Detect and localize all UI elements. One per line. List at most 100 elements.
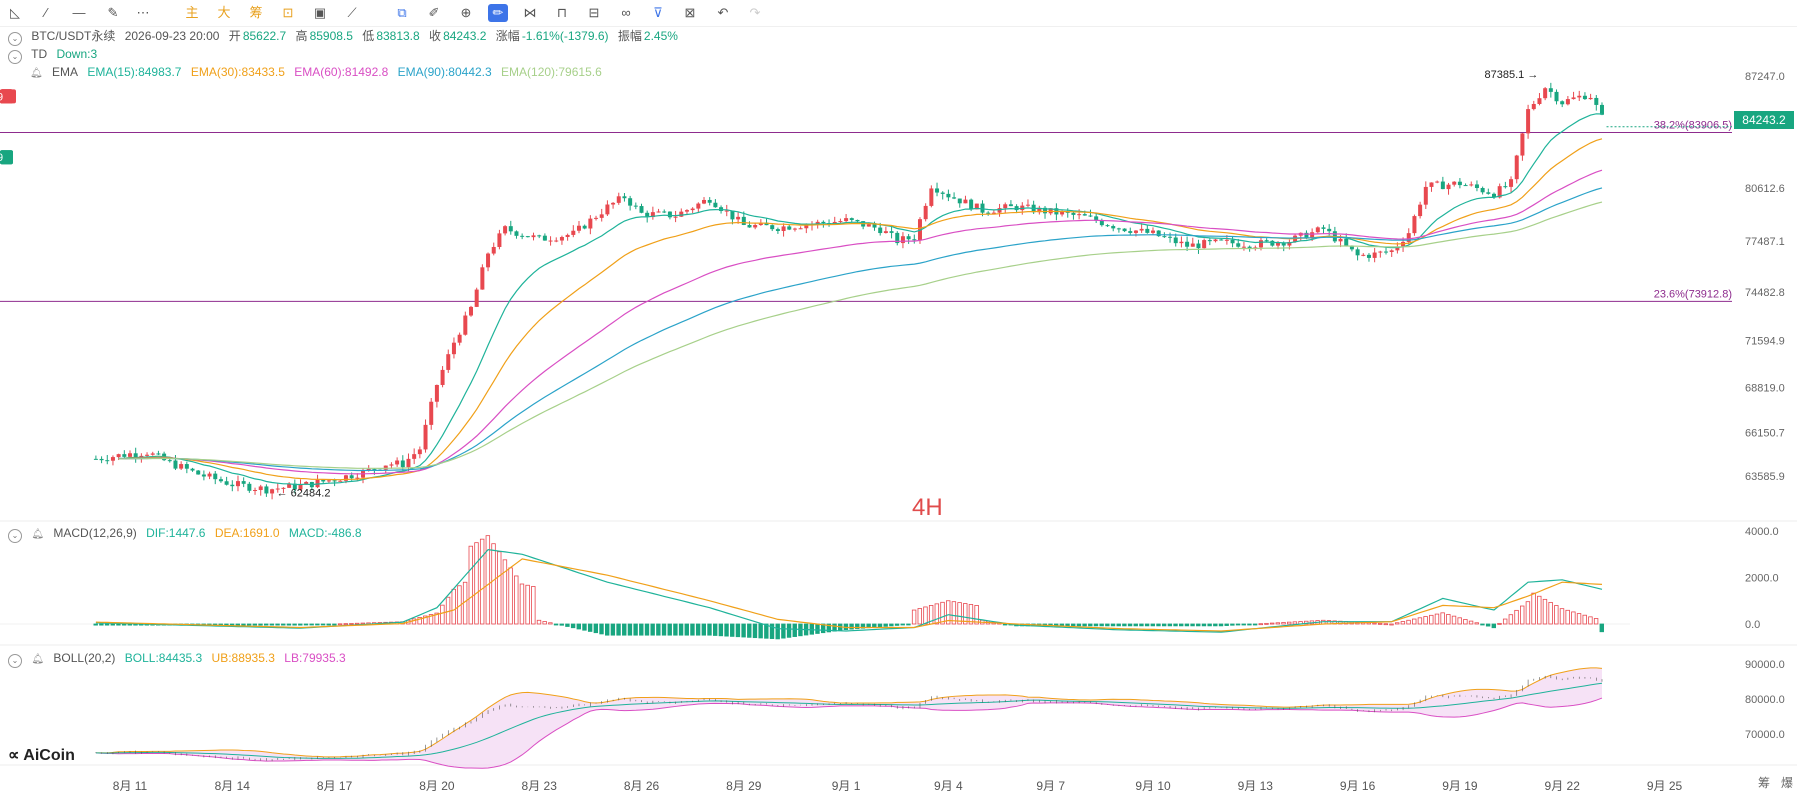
candle-body	[952, 197, 957, 199]
brush-icon[interactable]: ✎	[107, 5, 119, 20]
macd-bar	[582, 623, 587, 631]
edit-icon[interactable]: ⊟	[588, 5, 600, 20]
macd-y-tick-label: 0.0	[1745, 619, 1760, 631]
candle-body	[1304, 232, 1309, 239]
macd-bar	[1196, 623, 1201, 627]
x-tick-label: 8月 20	[419, 779, 455, 793]
macd-indicator-row: ⌄ 🔔︎ MACD(12,26,9) DIF:1447.6 DEA:1691.0…	[8, 525, 368, 543]
macd-bar	[735, 623, 741, 638]
collapse-toggle-icon[interactable]: ⌄	[8, 654, 22, 668]
candle-body	[537, 235, 542, 237]
redo-icon[interactable]: ↷	[749, 5, 761, 20]
bell-icon[interactable]: 🔔︎	[30, 68, 43, 79]
candle-body	[1588, 97, 1593, 100]
macd-bar	[229, 623, 235, 626]
macd-bar	[616, 623, 621, 636]
trend-line-icon[interactable]: ◺	[10, 5, 20, 20]
y-tick-label: 87247.0	[1745, 71, 1785, 83]
candle-body	[542, 235, 547, 241]
candle-body	[281, 487, 286, 489]
boll-y-tick-label: 70000.0	[1745, 729, 1785, 741]
ray-icon[interactable]: ⁄	[44, 5, 48, 20]
candle-body	[1258, 240, 1263, 248]
candle-body	[1111, 226, 1116, 229]
candle-body	[1310, 232, 1315, 239]
ema30-value: EMA(30):83433.5	[190, 65, 285, 79]
magnet-icon[interactable]: ∞	[621, 5, 631, 20]
macd-bar	[1144, 623, 1150, 627]
symbol-label: BTC/USDT永续	[31, 29, 116, 43]
candle-body	[1389, 250, 1394, 253]
lock-icon[interactable]: ⊓	[556, 5, 568, 20]
macd-bar	[93, 623, 98, 626]
candle-body	[1003, 204, 1008, 209]
macd-label: MACD(12,26,9)	[53, 526, 137, 540]
macd-bar	[1593, 618, 1599, 625]
candle-body	[247, 483, 252, 491]
filter-icon[interactable]: ⊽	[653, 5, 663, 20]
ruler-icon[interactable]: ⟋	[347, 5, 357, 20]
td-mark-badge	[0, 150, 13, 165]
macd-bar	[1571, 611, 1576, 625]
zoom-icon[interactable]: ⊕	[460, 5, 472, 20]
candle-body	[321, 479, 326, 482]
macd-bar	[1480, 623, 1485, 626]
more-icon[interactable]: ⋯	[136, 5, 150, 20]
indicator-icon[interactable]: ⊡	[282, 5, 294, 20]
camera-icon[interactable]: ▣	[313, 5, 327, 20]
macd-bar	[605, 623, 610, 636]
candle-body	[389, 464, 394, 466]
undo-icon[interactable]: ↶	[717, 5, 729, 20]
bell-icon[interactable]: 🔔︎	[31, 654, 45, 665]
candle-body	[429, 401, 434, 425]
candle-body	[1173, 237, 1178, 244]
macd-bar	[99, 623, 104, 626]
macd-bar	[1491, 623, 1496, 629]
candle-body	[781, 226, 786, 231]
macd-bar	[894, 623, 900, 626]
copy-icon[interactable]: ⧉	[397, 5, 407, 20]
macd-y-tick-label: 2000.0	[1745, 573, 1779, 585]
bell-icon[interactable]: 🔔︎	[31, 529, 45, 540]
macd-bar	[1576, 613, 1582, 625]
candle-body	[1014, 206, 1019, 211]
macd-bar	[599, 623, 604, 635]
candle-body	[190, 468, 195, 471]
macd-bar	[792, 623, 797, 637]
horizontal-line-icon[interactable]: —	[72, 5, 86, 20]
candle-body	[491, 246, 496, 254]
y-tick-label: 68819.0	[1745, 383, 1785, 395]
candle-body	[1060, 211, 1065, 215]
candle-body	[730, 210, 735, 220]
macd-bar	[610, 623, 616, 636]
macd-bar	[963, 603, 968, 625]
macd-bar	[684, 623, 689, 636]
candle-body	[1338, 238, 1343, 242]
macd-bar	[1520, 605, 1525, 625]
candle-body	[258, 486, 263, 491]
candle-body	[207, 473, 212, 477]
macd-bar	[417, 617, 422, 625]
collapse-toggle-icon[interactable]: ⌄	[8, 50, 22, 64]
candle-body	[787, 226, 792, 230]
collapse-toggle-icon[interactable]: ⌄	[8, 529, 22, 543]
macd-bar	[1247, 623, 1252, 626]
trash-icon[interactable]: ⊠	[684, 5, 696, 20]
candle-body	[849, 218, 854, 220]
collapse-toggle-icon[interactable]: ⌄	[8, 32, 22, 46]
liquidation-corner-label[interactable]: 爆	[1781, 776, 1794, 790]
candle-body	[1355, 249, 1360, 256]
macd-bar	[1457, 617, 1462, 625]
draw-icon[interactable]: ✏	[488, 4, 508, 22]
compare-icon[interactable]: ⋈	[523, 5, 537, 20]
chip-button[interactable]: 筹	[249, 5, 263, 20]
candle-body	[599, 214, 604, 218]
pen-icon[interactable]: ✐	[428, 5, 440, 20]
big-order-button[interactable]: 大	[217, 5, 231, 20]
main-indicator-button[interactable]: 主	[185, 5, 199, 20]
candle-body	[514, 231, 519, 236]
chip-corner-label[interactable]: 筹	[1758, 776, 1771, 790]
boll-lb-value: LB:79935.3	[284, 651, 346, 665]
macd-bar	[1173, 623, 1178, 627]
